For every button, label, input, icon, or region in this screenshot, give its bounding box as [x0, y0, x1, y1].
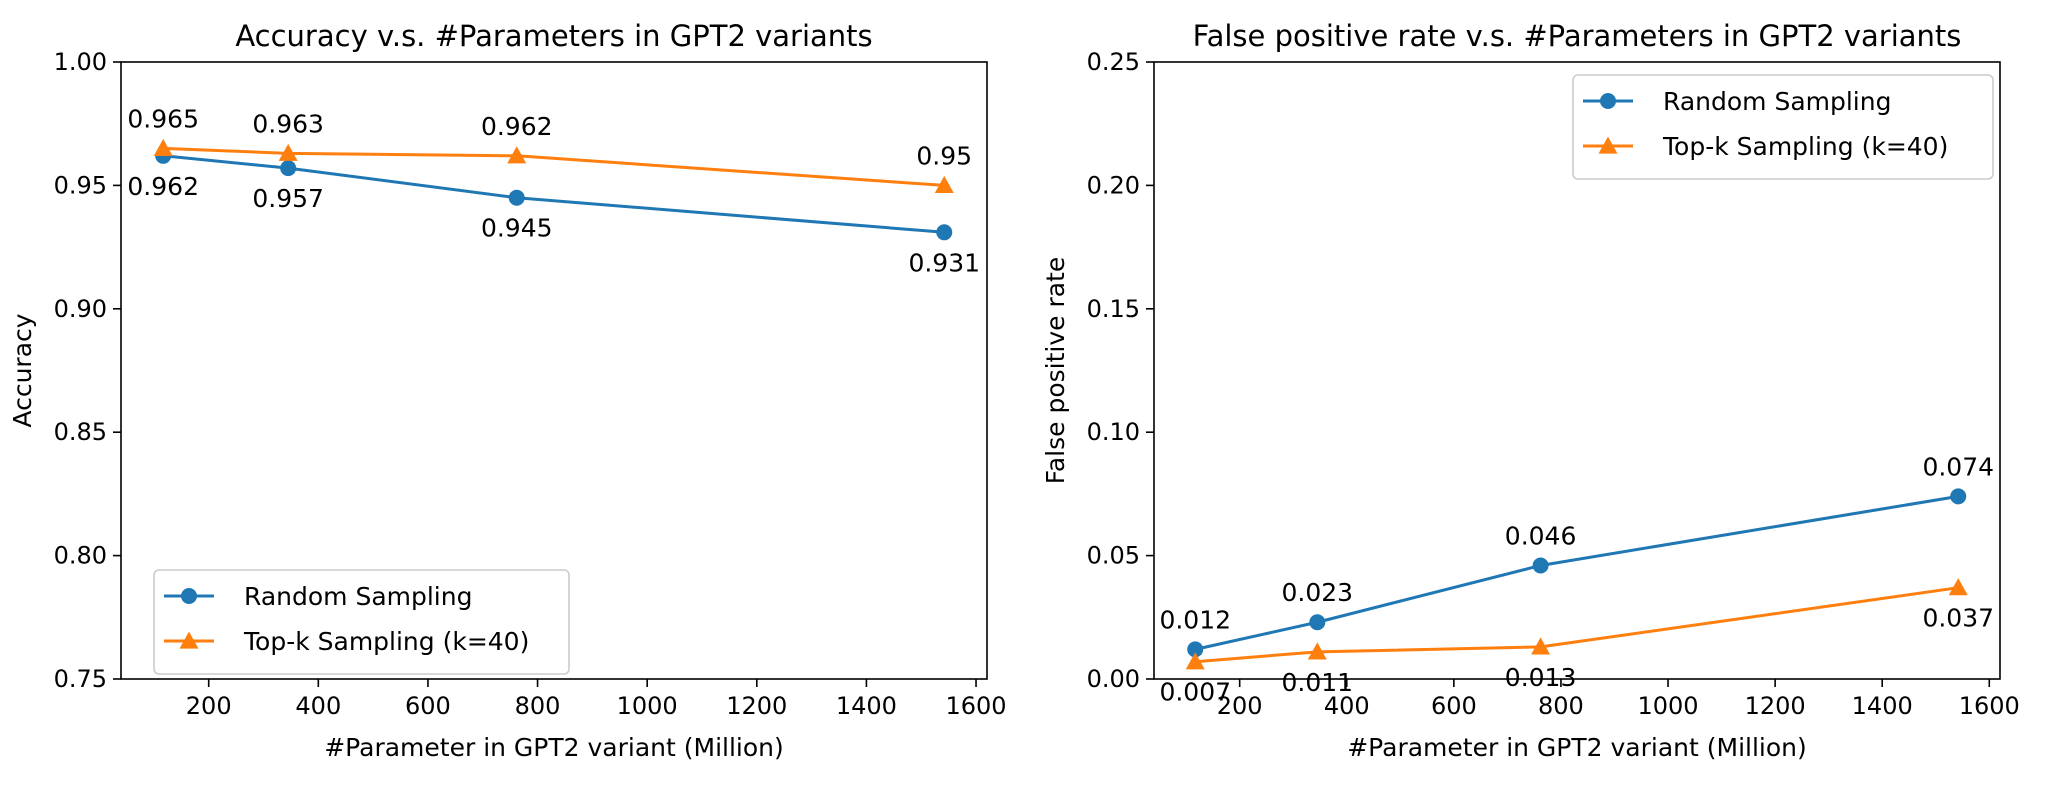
legend-item-1: Random Sampling — [1583, 87, 1891, 116]
series-line — [1195, 586, 1959, 664]
plot-area — [120, 61, 988, 680]
series-1: 0.012 0.023 0.046 0.074 — [1159, 452, 1994, 658]
y-tick-label: 0.00 — [1087, 665, 1140, 693]
legend: Random Sampling Top-k Sampling (k=40) — [1572, 74, 1994, 180]
chart-title: Accuracy v.s. #Parameters in GPT2 varian… — [235, 19, 872, 53]
x-tick-label: 1000 — [1637, 692, 1698, 720]
legend-box — [1572, 74, 1994, 180]
data-label: 0.007 — [1159, 678, 1231, 707]
data-label: 0.962 — [127, 172, 199, 201]
plot-area — [1153, 61, 2001, 680]
x-axis-label: #Parameter in GPT2 variant (Million) — [324, 733, 784, 762]
legend-item-2: Top-k Sampling (k=40) — [164, 627, 529, 656]
x-tick-label: 600 — [1431, 692, 1477, 720]
y-tick-label: 0.95 — [54, 171, 107, 199]
data-label: 0.962 — [481, 112, 553, 141]
series-2: 0.965 0.963 0.962 0.95 — [127, 104, 972, 193]
data-point-triangle — [153, 138, 173, 156]
series-line — [163, 146, 945, 187]
y-tick-label: 0.25 — [1087, 48, 1140, 76]
series-2: 0.007 0.011 0.013 0.037 — [1159, 578, 1994, 707]
x-tick-label: 800 — [1538, 692, 1584, 720]
data-point-circle — [508, 189, 525, 206]
series-line — [163, 154, 945, 234]
data-point-triangle — [1948, 578, 1968, 596]
legend-label: Top-k Sampling (k=40) — [243, 627, 529, 656]
legend-marker-triangle — [1598, 136, 1618, 154]
x-tick-label: 200 — [1217, 692, 1263, 720]
chart-panel-2: False positive rate v.s. #Parameters in … — [1041, 19, 2020, 762]
data-label: 0.013 — [1505, 663, 1577, 692]
legend-label: Top-k Sampling (k=40) — [1662, 132, 1948, 161]
x-tick-label: 200 — [186, 692, 232, 720]
y-tick-label: 0.75 — [54, 665, 107, 693]
data-label: 0.046 — [1505, 521, 1577, 550]
x-tick-label: 1400 — [836, 692, 897, 720]
legend-marker-circle — [1600, 93, 1616, 109]
data-point-triangle — [934, 175, 954, 193]
x-tick-label: 1600 — [1959, 692, 2020, 720]
y-tick-label: 0.90 — [54, 295, 107, 323]
x-tick-label: 600 — [405, 692, 451, 720]
data-point-triangle — [278, 143, 298, 161]
data-point-circle — [1309, 614, 1326, 631]
legend-label: Random Sampling — [1663, 87, 1891, 116]
y-tick-label: 0.10 — [1087, 418, 1140, 446]
data-label: 0.95 — [916, 141, 972, 170]
series-1: 0.962 0.957 0.945 0.931 — [127, 147, 980, 277]
data-label: 0.965 — [127, 104, 199, 133]
y-axis-label: False positive rate — [1041, 257, 1070, 485]
data-label: 0.011 — [1282, 668, 1354, 697]
data-point-circle — [1187, 641, 1204, 658]
x-tick-label: 1200 — [726, 692, 787, 720]
data-point-triangle — [507, 146, 527, 164]
data-point-triangle — [1185, 652, 1205, 670]
data-label: 0.023 — [1282, 578, 1354, 607]
data-label: 0.931 — [908, 248, 980, 277]
y-tick-label: 0.05 — [1087, 542, 1140, 570]
series-line — [1194, 494, 1959, 651]
data-label: 0.963 — [252, 109, 324, 138]
x-tick-label: 400 — [295, 692, 341, 720]
data-point-circle — [936, 224, 953, 241]
data-point-circle — [280, 160, 297, 177]
y-axis-label: Accuracy — [8, 313, 37, 427]
legend-label: Random Sampling — [244, 582, 472, 611]
y-tick-label: 0.85 — [54, 418, 107, 446]
data-point-triangle — [1531, 637, 1551, 655]
data-label: 0.037 — [1922, 604, 1994, 633]
x-tick-label: 1200 — [1745, 692, 1806, 720]
data-point-triangle — [1307, 642, 1327, 660]
x-tick-label: 1600 — [945, 692, 1006, 720]
data-label: 0.945 — [481, 214, 553, 243]
x-tick-label: 400 — [1324, 692, 1370, 720]
legend: Random Sampling Top-k Sampling (k=40) — [153, 569, 570, 675]
data-label: 0.957 — [252, 184, 324, 213]
legend-box — [153, 569, 570, 675]
chart-panel-1: Accuracy v.s. #Parameters in GPT2 varian… — [8, 19, 1007, 762]
y-tick-label: 0.15 — [1087, 295, 1140, 323]
y-tick-label: 0.80 — [54, 542, 107, 570]
legend-marker-circle — [181, 588, 197, 604]
data-point-circle — [1950, 488, 1967, 505]
legend-marker-triangle — [179, 631, 199, 649]
chart-title: False positive rate v.s. #Parameters in … — [1193, 19, 1962, 53]
x-tick-label: 1400 — [1852, 692, 1913, 720]
data-label: 0.012 — [1159, 605, 1231, 634]
x-axis-label: #Parameter in GPT2 variant (Million) — [1347, 733, 1807, 762]
y-tick-label: 0.20 — [1087, 171, 1140, 199]
x-tick-label: 800 — [515, 692, 561, 720]
legend-item-2: Top-k Sampling (k=40) — [1583, 132, 1948, 161]
data-point-circle — [1532, 557, 1549, 574]
y-tick-label: 1.00 — [54, 48, 107, 76]
data-label: 0.074 — [1922, 452, 1994, 481]
legend-item-1: Random Sampling — [164, 582, 472, 611]
x-tick-label: 1000 — [617, 692, 678, 720]
